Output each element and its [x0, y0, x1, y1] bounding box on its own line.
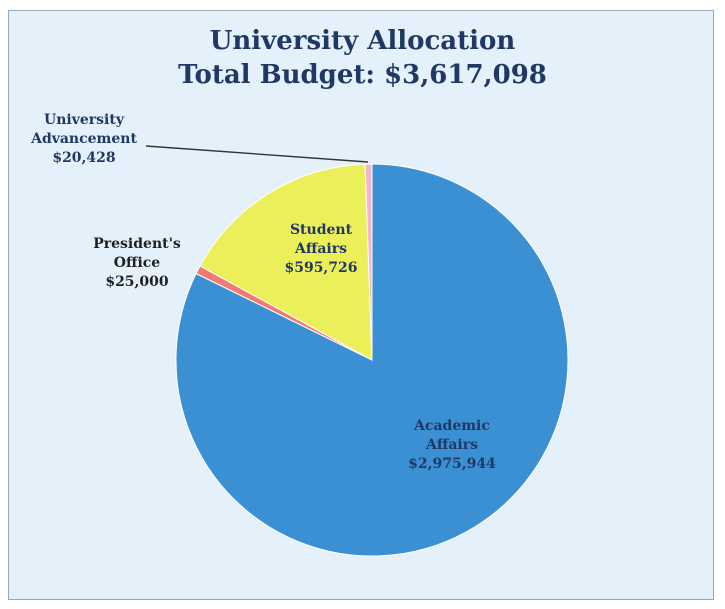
leader-line	[145, 145, 369, 163]
chart-title: University Allocation	[209, 26, 516, 56]
slice-label: Academic Affairs $2,975,944	[408, 418, 496, 472]
chart-subtitle: Total Budget: $3,617,098	[178, 60, 547, 90]
chart-title-block: University Allocation Total Budget: $3,6…	[0, 24, 725, 92]
pie-slice	[199, 163, 373, 361]
slice-label: President's Office $25,000	[93, 236, 181, 290]
pie-slice	[364, 163, 373, 361]
slice-label: Student Affairs $595,726	[284, 222, 357, 276]
slice-label: University Advancement $20,428	[30, 112, 137, 166]
